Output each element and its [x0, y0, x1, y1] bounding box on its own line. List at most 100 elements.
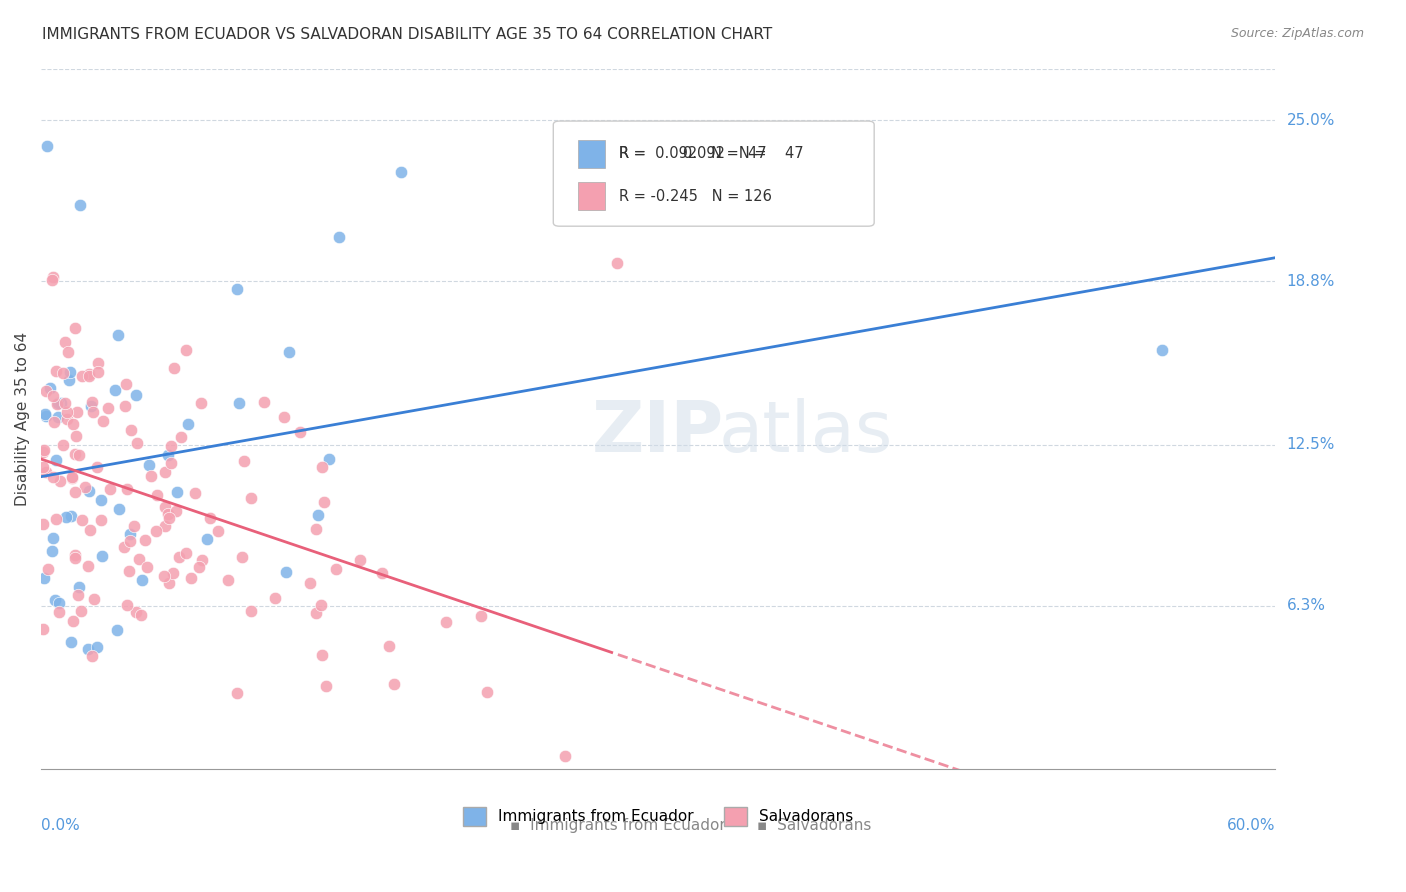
Point	[41, 273, 63, 287]
Point	[35, 139, 58, 153]
Point	[156, 507, 179, 521]
Point	[191, 552, 214, 566]
Point	[163, 361, 186, 376]
Text: IMMIGRANTS FROM ECUADOR VS SALVADORAN DISABILITY AGE 35 TO 64 CORRELATION CHART: IMMIGRANTS FROM ECUADOR VS SALVADORAN DI…	[42, 27, 772, 42]
Point	[153, 569, 176, 583]
Point	[131, 573, 153, 587]
Point	[77, 558, 100, 573]
Point	[263, 591, 285, 605]
Text: ▪  Salvadorans: ▪ Salvadorans	[756, 818, 872, 833]
Point	[80, 399, 103, 413]
Point	[288, 425, 311, 439]
Point	[46, 395, 69, 409]
Point	[42, 532, 65, 546]
Point	[153, 465, 176, 479]
Point	[72, 368, 94, 383]
Text: 18.8%: 18.8%	[1286, 274, 1334, 289]
Text: ▪  Immigrants from Ecuador: ▪ Immigrants from Ecuador	[510, 818, 725, 833]
Point	[63, 485, 86, 500]
Point	[325, 562, 347, 576]
Point	[44, 512, 66, 526]
Point	[63, 550, 86, 565]
Point	[32, 516, 55, 531]
Point	[56, 345, 79, 359]
Point	[49, 475, 72, 489]
Point	[156, 448, 179, 462]
Point	[115, 376, 138, 391]
Point	[65, 321, 87, 335]
Point	[42, 470, 65, 484]
Point	[62, 470, 84, 484]
Point	[58, 365, 80, 379]
Point	[49, 396, 72, 410]
Point	[184, 485, 207, 500]
Point	[253, 395, 276, 409]
Point	[141, 468, 163, 483]
Text: 6.3%: 6.3%	[1286, 599, 1326, 614]
Text: R =  0.092   N =  47: R = 0.092 N = 47	[619, 145, 766, 161]
Point	[105, 624, 128, 638]
Point	[311, 648, 333, 662]
Point	[138, 458, 160, 472]
Point	[470, 609, 492, 624]
Point	[77, 483, 100, 498]
Point	[80, 394, 103, 409]
Point	[58, 373, 80, 387]
Point	[48, 605, 70, 619]
Text: 12.5%: 12.5%	[1286, 437, 1334, 452]
Point	[35, 409, 58, 423]
Point	[389, 165, 412, 179]
Point	[34, 407, 56, 421]
Point	[318, 451, 340, 466]
Point	[217, 573, 239, 587]
Point	[114, 399, 136, 413]
Point	[32, 445, 55, 459]
Point	[42, 389, 65, 403]
Point	[153, 519, 176, 533]
Point	[125, 605, 148, 619]
Legend: Immigrants from Ecuador, Salvadorans: Immigrants from Ecuador, Salvadorans	[457, 801, 859, 831]
Point	[312, 495, 335, 509]
Point	[136, 559, 159, 574]
Text: 0.0%: 0.0%	[41, 818, 80, 833]
Point	[86, 365, 108, 379]
FancyBboxPatch shape	[554, 121, 875, 227]
Point	[42, 269, 65, 284]
Point	[82, 405, 104, 419]
Point	[66, 405, 89, 419]
Point	[32, 459, 55, 474]
Point	[66, 588, 89, 602]
Point	[44, 415, 66, 429]
Point	[239, 604, 262, 618]
Point	[59, 508, 82, 523]
Point	[117, 482, 139, 496]
Point	[311, 460, 333, 475]
Point	[160, 456, 183, 470]
Point	[378, 639, 401, 653]
Point	[125, 388, 148, 402]
Point	[277, 345, 299, 359]
Point	[315, 679, 337, 693]
Point	[349, 553, 371, 567]
Point	[231, 550, 253, 565]
Point	[157, 511, 180, 525]
Point	[86, 356, 108, 370]
Point	[305, 522, 328, 536]
Point	[225, 686, 247, 700]
Point	[146, 488, 169, 502]
Point	[118, 565, 141, 579]
Point	[52, 366, 75, 380]
Point	[70, 513, 93, 527]
Point	[79, 368, 101, 382]
Point	[190, 396, 212, 410]
Point	[46, 409, 69, 424]
Point	[180, 571, 202, 585]
Point	[53, 334, 76, 349]
Point	[53, 395, 76, 409]
Point	[145, 524, 167, 539]
Point	[86, 640, 108, 655]
Point	[167, 550, 190, 565]
Point	[129, 607, 152, 622]
Point	[62, 615, 84, 629]
Point	[65, 447, 87, 461]
